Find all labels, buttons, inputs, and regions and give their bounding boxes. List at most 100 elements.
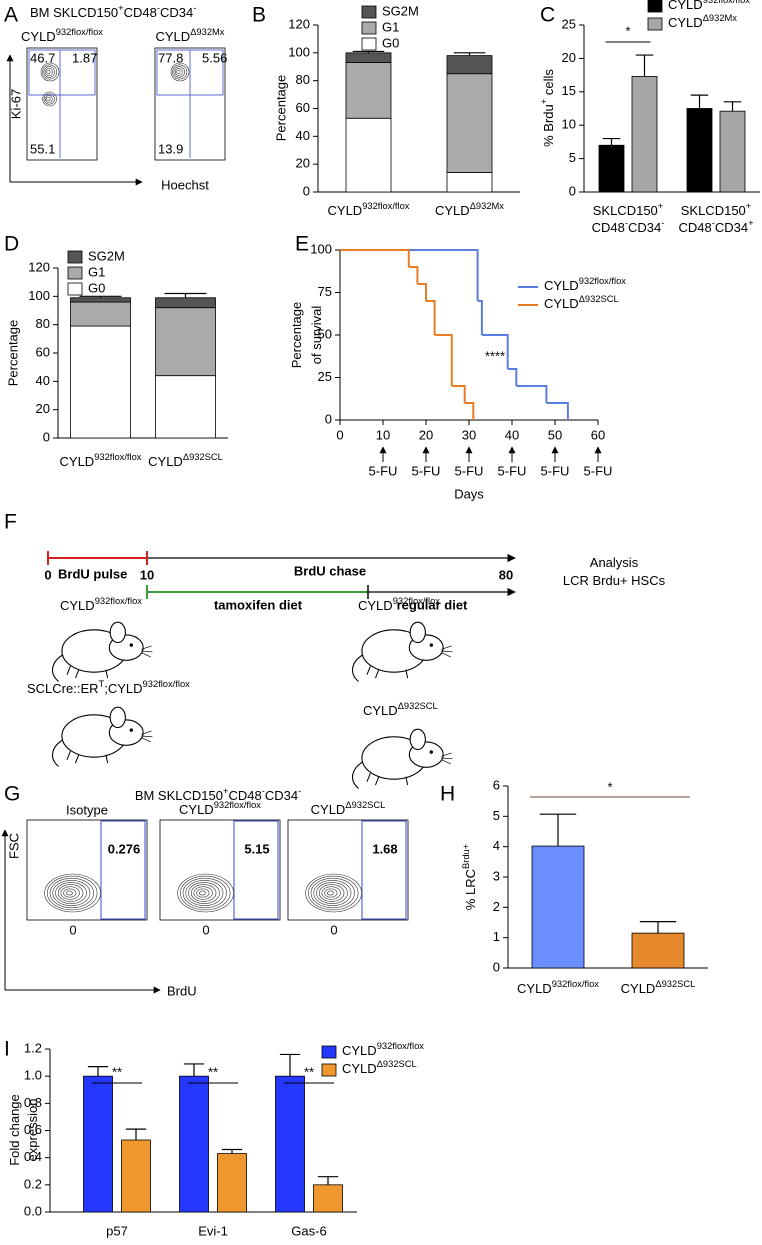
y-axis-label: expression: [25, 1099, 40, 1162]
contour: [185, 880, 224, 906]
error-bar: [539, 813, 577, 847]
panel-letter: G: [4, 783, 20, 806]
text-part: CD34: [715, 220, 748, 235]
error-bar: [317, 1176, 339, 1185]
y-tick-label: 100: [288, 44, 310, 59]
contour: [46, 69, 51, 75]
superscript: Δ932SCL: [398, 701, 438, 711]
diet-label: tamoxifen diet: [214, 597, 303, 612]
gate: [100, 820, 146, 920]
text-part: CYLD: [668, 15, 703, 30]
superscript: -: [298, 786, 301, 796]
gate-value: 1.68: [372, 841, 397, 856]
legend-label: G0: [88, 280, 105, 295]
text-part: CYLD: [311, 802, 346, 817]
gate: [28, 49, 96, 96]
y-tick-label: 5: [569, 150, 576, 165]
x-tick-label: 0: [69, 922, 76, 937]
y-tick-label: 120: [288, 16, 310, 31]
superscript: -: [712, 218, 715, 228]
superscript: 932flox/flox: [552, 979, 600, 989]
bar: [70, 297, 131, 303]
y-tick-label: 20: [562, 50, 576, 65]
panel-letter: C: [540, 4, 555, 27]
superscript: +: [539, 99, 549, 104]
contour: [176, 69, 181, 75]
contour: [47, 875, 98, 911]
text-part: Percentage: [289, 302, 304, 369]
superscript: 932flox/flox: [56, 27, 104, 37]
contour: [182, 877, 227, 909]
contour: [42, 64, 58, 80]
text-part: SKLCD150: [681, 203, 746, 218]
y-tick-label: 5: [493, 808, 500, 823]
bar: [446, 73, 493, 173]
y-tick-label: 0: [569, 183, 576, 198]
text-part: CD48: [228, 788, 261, 803]
bar: [155, 307, 216, 377]
diet-label: regular diet: [397, 597, 468, 612]
y-tick-label: 80: [36, 316, 50, 331]
contour: [43, 66, 55, 78]
legend-label: G1: [382, 19, 399, 34]
y-tick-label: 20: [36, 401, 50, 416]
y-tick-label: 6: [493, 777, 500, 792]
plot-frame: [154, 47, 226, 161]
y-tick-label: 60: [296, 100, 310, 115]
legend-swatch: [321, 1045, 337, 1059]
survival-step: [417, 283, 427, 301]
legend-label: CYLDΔ932Mx: [668, 13, 737, 30]
survival-step: [426, 300, 436, 335]
x-tick-label: CYLDΔ932SCL: [621, 979, 696, 996]
error-bar: [352, 50, 385, 53]
gate-value: 46.7: [30, 50, 55, 65]
contour: [65, 890, 73, 896]
y-tick-label: 0: [43, 429, 50, 444]
contour: [43, 93, 55, 105]
contour: [55, 882, 87, 904]
survival-step: [481, 334, 509, 369]
y-axis-label: Percentage: [289, 302, 304, 369]
time-label: 10: [140, 567, 154, 582]
y-tick-label: 75: [318, 284, 332, 299]
gate-value: 0.276: [108, 841, 141, 856]
analysis-label: Analysis: [590, 555, 639, 570]
superscript: +: [223, 786, 228, 796]
x-tick-label: 10: [376, 427, 390, 442]
legend-label: SG2M: [382, 3, 419, 18]
panel-letter: F: [4, 511, 17, 534]
y-tick-label: 25: [562, 16, 576, 31]
contour: [318, 884, 345, 902]
y-tick-label: 120: [28, 259, 50, 274]
y-tick-label: 25: [318, 369, 332, 384]
text-part: CYLD: [342, 1043, 377, 1058]
text-part: CD34: [628, 220, 661, 235]
superscript: Δ932Mx: [703, 13, 738, 23]
survival-step: [408, 266, 419, 284]
contour: [40, 62, 60, 82]
error-bar: [453, 52, 486, 56]
bar: [345, 52, 392, 63]
superscript: -: [661, 218, 664, 228]
y-tick-label: 40: [296, 128, 310, 143]
bar: [155, 375, 216, 439]
gate: [361, 820, 407, 920]
x-tick-label: p57: [106, 1223, 128, 1238]
axis-label: BrdU: [167, 983, 197, 998]
contour: [188, 882, 220, 904]
text-part: CYLD: [60, 454, 95, 469]
superscript: T: [99, 679, 105, 689]
superscript: 932flox/flox: [362, 201, 410, 211]
text-part: CYLD: [358, 598, 393, 613]
legend-label: SG2M: [88, 248, 125, 263]
gate-value: 5.15: [244, 841, 269, 856]
y-tick-label: 50: [318, 326, 332, 341]
y-tick-label: 1.2: [24, 1040, 42, 1055]
text-part: CYLD: [544, 278, 579, 293]
significance-label: **: [112, 1064, 122, 1079]
legend-label: CYLDΔ932SCL: [544, 294, 619, 311]
panel-letter: B: [252, 4, 266, 27]
contour: [42, 91, 57, 107]
text-part: SKLCD150: [593, 203, 658, 218]
